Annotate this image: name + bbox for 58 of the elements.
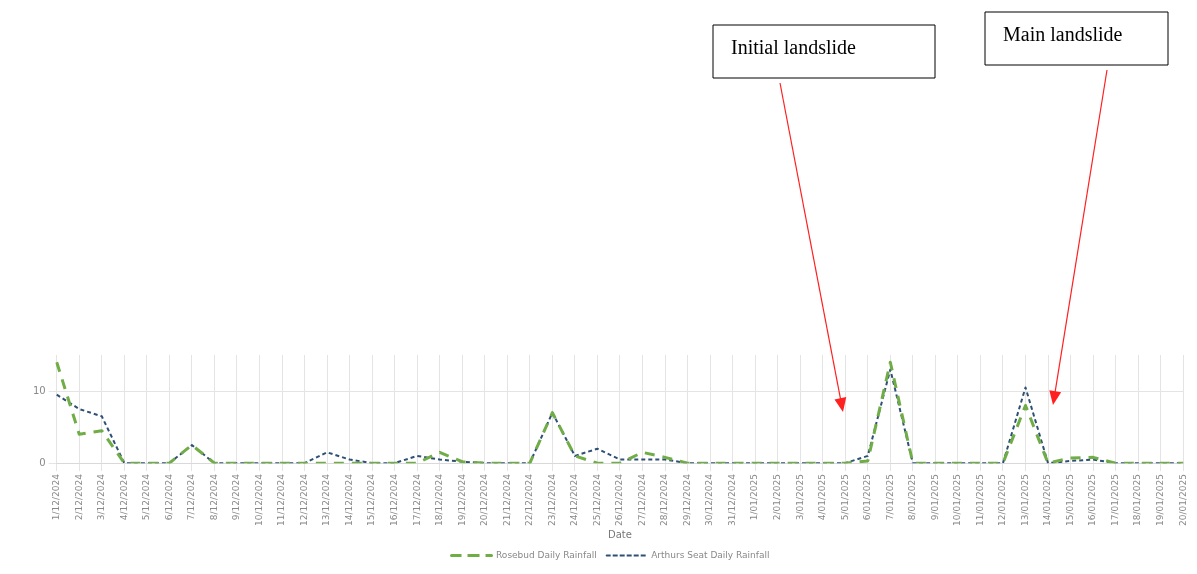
x-tick-label: 8/01/2025 — [907, 474, 918, 521]
x-tick-label: 19/01/2025 — [1155, 474, 1166, 526]
x-tick-label: 16/12/2024 — [389, 473, 400, 526]
x-tick-label: 4/12/2024 — [118, 473, 129, 521]
x-tick-label: 14/01/2025 — [1042, 474, 1053, 526]
y-tick-label: 0 — [39, 456, 46, 468]
x-tick-label: 12/12/2024 — [298, 473, 309, 526]
x-tick-label: 6/01/2025 — [862, 474, 873, 521]
x-tick-label: 29/12/2024 — [681, 473, 692, 526]
x-tick-label: 20/01/2025 — [1177, 474, 1188, 526]
x-tick-label: 11/01/2025 — [974, 474, 985, 526]
x-tick-label: 6/12/2024 — [163, 473, 174, 521]
x-tick-label: 23/12/2024 — [546, 473, 557, 526]
x-tick-label: 15/01/2025 — [1064, 474, 1075, 526]
x-tick-label: 2/01/2025 — [772, 474, 783, 521]
x-tick-label: 3/12/2024 — [96, 473, 107, 521]
x-tick-label: 1/01/2025 — [749, 474, 760, 521]
x-tick-label: 14/12/2024 — [343, 473, 354, 526]
x-tick-label: 26/12/2024 — [614, 473, 625, 526]
x-tick-label: 19/12/2024 — [456, 473, 467, 526]
x-tick-label: 3/01/2025 — [794, 474, 805, 521]
x-tick-label: 13/01/2025 — [1019, 474, 1030, 526]
x-tick-label: 10/12/2024 — [253, 473, 264, 526]
x-tick-label: 7/01/2025 — [884, 474, 895, 521]
x-tick-label: 18/01/2025 — [1132, 474, 1143, 526]
legend-label: Rosebud Daily Rainfall — [496, 549, 597, 560]
x-tick-label: 25/12/2024 — [591, 473, 602, 526]
x-tick-label: 9/01/2025 — [929, 474, 940, 521]
x-tick-label: 31/12/2024 — [726, 473, 737, 526]
x-tick-label: 11/12/2024 — [276, 473, 287, 526]
x-tick-label: 4/01/2025 — [817, 474, 828, 521]
x-tick-label: 5/12/2024 — [141, 473, 152, 521]
x-tick-label: 21/12/2024 — [501, 473, 512, 526]
x-tick-label: 22/12/2024 — [524, 473, 535, 526]
x-tick-label: 27/12/2024 — [636, 473, 647, 526]
legend-label: Arthurs Seat Daily Rainfall — [651, 549, 770, 560]
x-tick-label: 17/01/2025 — [1109, 474, 1120, 526]
y-tick-label: 10 — [32, 384, 46, 396]
x-axis-title: Date — [608, 528, 632, 540]
text: Initial landslide — [731, 36, 857, 59]
x-tick-label: 16/01/2025 — [1087, 474, 1098, 526]
x-tick-label: 2/12/2024 — [73, 473, 84, 521]
x-tick-label: 9/12/2024 — [231, 473, 242, 521]
x-tick-label: 1/12/2024 — [51, 473, 62, 521]
x-tick-label: 13/12/2024 — [321, 473, 332, 526]
x-tick-label: 8/12/2024 — [208, 473, 219, 521]
x-tick-label: 17/12/2024 — [411, 473, 422, 526]
x-tick-label: 10/01/2025 — [952, 474, 963, 526]
x-tick-label: 7/12/2024 — [186, 473, 197, 521]
x-tick-label: 12/01/2025 — [997, 474, 1008, 526]
text: Main landslide — [1003, 23, 1123, 46]
x-tick-label: 24/12/2024 — [569, 473, 580, 526]
x-tick-label: 18/12/2024 — [434, 473, 445, 526]
x-tick-label: 15/12/2024 — [366, 473, 377, 526]
x-tick-label: 20/12/2024 — [479, 473, 490, 526]
x-tick-label: 5/01/2025 — [839, 474, 850, 521]
x-tick-label: 28/12/2024 — [659, 473, 670, 526]
x-tick-label: 30/12/2024 — [704, 473, 715, 526]
